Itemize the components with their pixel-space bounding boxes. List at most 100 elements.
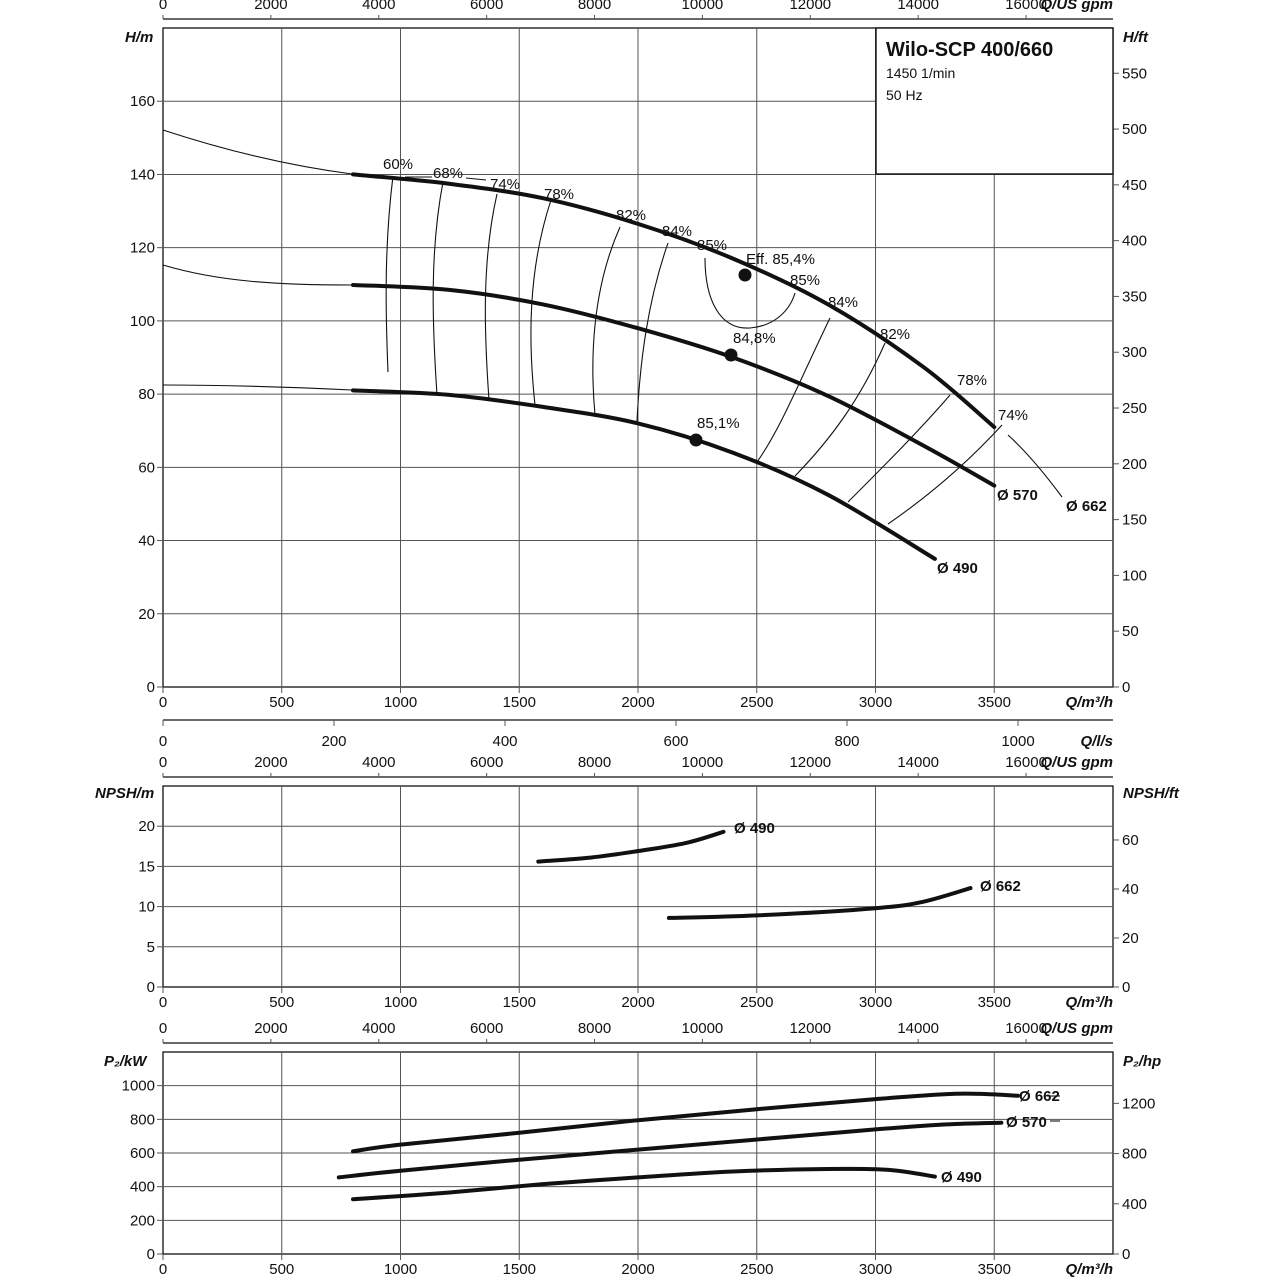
power-gpm-axis-label: Q/US gpm [1040, 1020, 1113, 1037]
power-x-tick-label: 0 [159, 1261, 167, 1278]
best-efficiency-point [689, 433, 703, 447]
power-right-tick-label: 1200 [1122, 1095, 1155, 1112]
head-662-extension [162, 129, 353, 175]
efficiency-label: 60% [383, 156, 413, 173]
efficiency-label: 68% [433, 165, 463, 182]
power-y-tick-label: 1000 [122, 1078, 155, 1095]
npsh-gpm-tick-label: 12000 [789, 754, 831, 771]
npsh-x-tick-label: 1000 [384, 994, 417, 1011]
npsh-right-tick-label: 60 [1122, 832, 1139, 849]
power-gpm-tick-label: 12000 [789, 1020, 831, 1037]
head-gpm-tick-label: 6000 [470, 0, 503, 13]
npsh-y-right-axis-label: NPSH/ft [1123, 785, 1180, 802]
head-curve-490 [351, 388, 937, 561]
power-y-tick-label: 800 [130, 1111, 155, 1128]
npsh-gpm-tick-label: 14000 [897, 754, 939, 771]
efficiency-label: 84% [828, 294, 858, 311]
power-gpm-tick-label: 6000 [470, 1020, 503, 1037]
power-right-tick-label: 0 [1122, 1246, 1130, 1263]
efficiency-label: 85% [697, 237, 727, 254]
head-gpm-tick-label: 8000 [578, 0, 611, 13]
efficiency-label: 82% [880, 326, 910, 343]
npsh-gpm-tick-label: 6000 [470, 754, 503, 771]
head-right-tick-label: 550 [1122, 65, 1147, 82]
npsh-y-tick-label: 20 [138, 818, 155, 835]
power-y-tick-label: 400 [130, 1179, 155, 1196]
efficiency-label: 84% [662, 223, 692, 240]
power-right-tick-label: 400 [1122, 1196, 1147, 1213]
power-x-tick-label: 1000 [384, 1261, 417, 1278]
npsh-x-tick-label: 500 [269, 994, 294, 1011]
power-x-tick-label: 2500 [740, 1261, 773, 1278]
power-gpm-tick-label: 4000 [362, 1020, 395, 1037]
power-x-tick-label: 500 [269, 1261, 294, 1278]
npsh-x-tick-label: 2000 [621, 994, 654, 1011]
npsh-gpm-tick-label: 2000 [254, 754, 287, 771]
efficiency-label: 85% [790, 272, 820, 289]
npsh-x-tick-label: 3500 [978, 994, 1011, 1011]
iso-efficiency-line [704, 257, 796, 329]
head-y-tick-label: 160 [130, 93, 155, 110]
power-y-tick-label: 200 [130, 1212, 155, 1229]
head-x-tick-label: 2000 [621, 694, 654, 711]
head-x-tick-label: 500 [269, 694, 294, 711]
power-gpm-tick-label: 10000 [682, 1020, 724, 1037]
head-gpm-tick-label: 16000 [1005, 0, 1047, 13]
ls-tick-label: 1000 [1001, 733, 1034, 750]
npsh-y-tick-label: 10 [138, 899, 155, 916]
head-right-tick-label: 300 [1122, 344, 1147, 361]
head-x-tick-label: 3000 [859, 694, 892, 711]
iso-efficiency-line [756, 317, 831, 463]
npsh-right-tick-label: 20 [1122, 930, 1139, 947]
chart-title: Wilo-SCP 400/660 [886, 39, 1053, 61]
power-curve-570 [336, 1120, 1004, 1180]
head-662-tail [1007, 434, 1063, 498]
power-y-tick-label: 600 [130, 1145, 155, 1162]
head-y-tick-label: 120 [130, 240, 155, 257]
best-efficiency-point [724, 348, 738, 362]
head-curve-570 [351, 283, 997, 488]
power-gpm-tick-label: 0 [159, 1020, 167, 1037]
power-curve-490 [351, 1166, 937, 1202]
head-gpm-tick-label: 14000 [897, 0, 939, 13]
npsh-x-tick-label: 1500 [503, 994, 536, 1011]
label-leader [465, 177, 487, 181]
head-gpm-tick-label: 12000 [789, 0, 831, 13]
head-y-tick-label: 20 [138, 606, 155, 623]
efficiency-label: 78% [957, 372, 987, 389]
power-y-tick-label: 0 [147, 1246, 155, 1263]
ls-tick-label: 600 [663, 733, 688, 750]
power-x-tick-label: 3500 [978, 1261, 1011, 1278]
npsh-curve-490 [536, 829, 726, 864]
head-gpm-tick-label: 0 [159, 0, 167, 13]
best-efficiency-point [738, 268, 752, 282]
efficiency-label: 74% [490, 176, 520, 193]
efficiency-label: 82% [616, 207, 646, 224]
iso-efficiency-line [385, 175, 394, 373]
head-right-tick-label: 250 [1122, 400, 1147, 417]
speed-label: 1450 1/min [886, 65, 955, 81]
head-570-extension [162, 264, 353, 286]
power-x-tick-label: 3000 [859, 1261, 892, 1278]
head-gpm-tick-label: 4000 [362, 0, 395, 13]
head-right-tick-label: 400 [1122, 233, 1147, 250]
npsh-y-tick-label: 5 [147, 939, 155, 956]
head-right-tick-label: 150 [1122, 512, 1147, 529]
head-y-tick-label: 40 [138, 533, 155, 550]
npsh-gpm-tick-label: 8000 [578, 754, 611, 771]
ls-tick-label: 400 [492, 733, 517, 750]
impeller-diameter-label: Ø 490 [941, 1169, 982, 1186]
head-x-tick-label: 3500 [978, 694, 1011, 711]
power-right-tick-label: 800 [1122, 1146, 1147, 1163]
head-y-tick-label: 60 [138, 459, 155, 476]
ls-tick-label: 0 [159, 733, 167, 750]
head-right-tick-label: 450 [1122, 177, 1147, 194]
power-gpm-tick-label: 8000 [578, 1020, 611, 1037]
npsh-y-axis-label: NPSH/m [95, 785, 154, 802]
power-gpm-tick-label: 14000 [897, 1020, 939, 1037]
head-right-tick-label: 50 [1122, 623, 1139, 640]
head-x-axis-label: Q/m³/h [1066, 694, 1114, 711]
head-y-tick-label: 0 [147, 679, 155, 696]
npsh-gpm-tick-label: 0 [159, 754, 167, 771]
